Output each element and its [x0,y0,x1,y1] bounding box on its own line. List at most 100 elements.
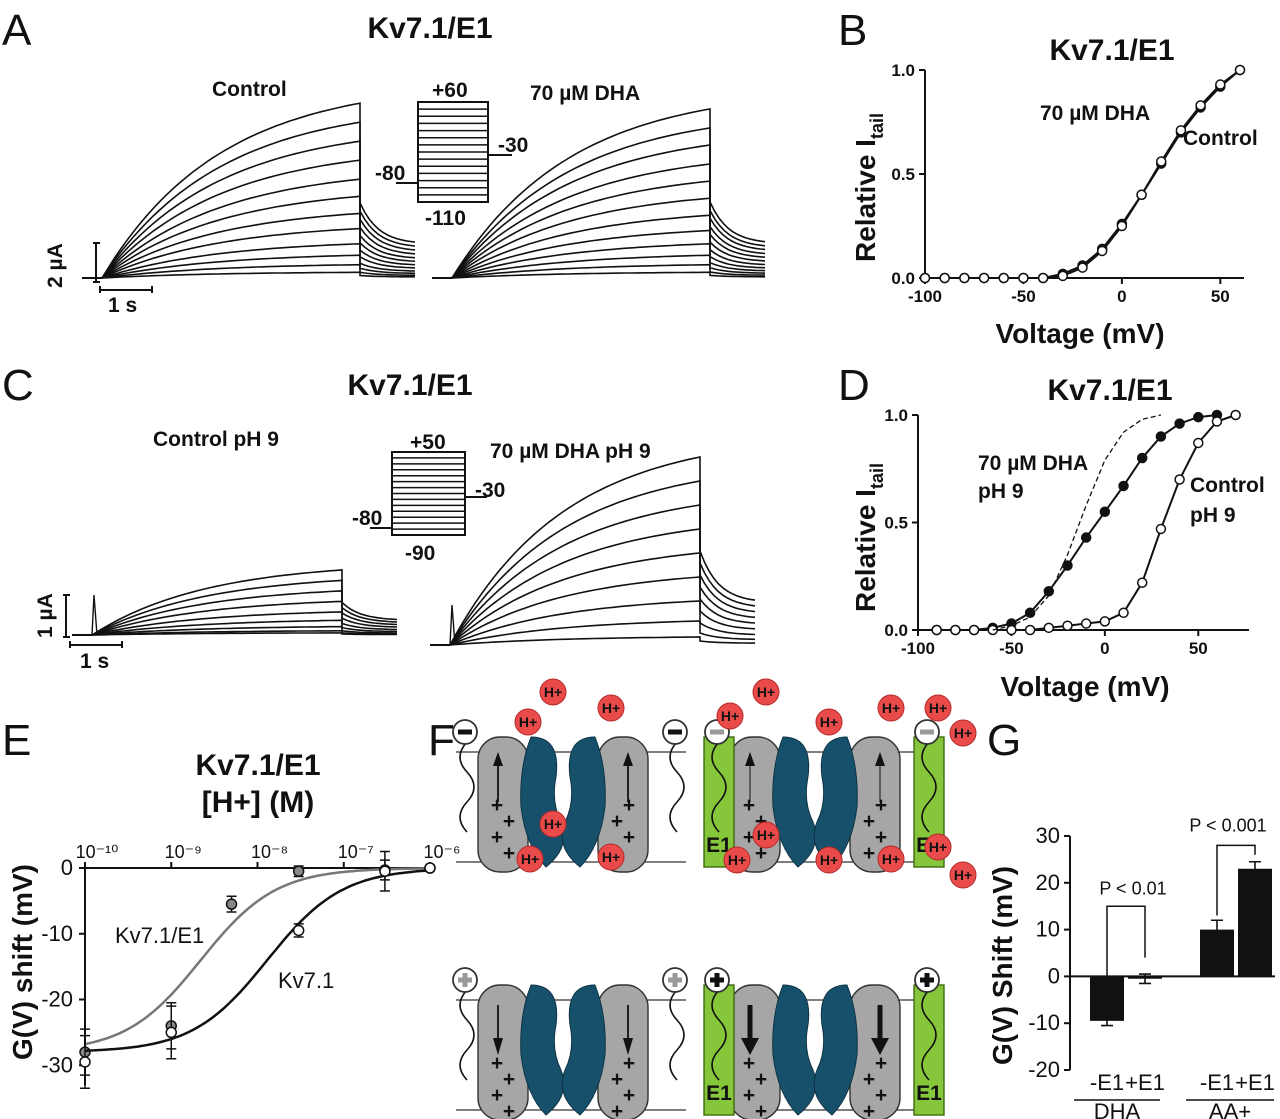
gating-charge: + [875,794,887,817]
proton [539,810,567,838]
y-tick-label: -20 [41,987,73,1012]
data-point [292,865,305,878]
panel-c-protocol-tail: -30 [475,479,505,502]
x-tick-label: -50 [1011,287,1036,306]
gating-charge: + [863,1068,875,1091]
charge-sign [714,973,720,987]
current-trace [430,480,756,646]
panel-c-title: Kv7.1/E1 [347,369,472,402]
data-point [1099,506,1111,517]
arrow-head [493,1038,503,1055]
fit-curve [936,414,1218,631]
proton [949,861,977,889]
panel-c-protocol-bottom: -90 [405,542,435,565]
proton [516,845,544,873]
panel-c-protocol-top: +50 [410,431,446,454]
proton [877,845,905,873]
lipid-tail [459,989,475,1081]
gating-charge: + [875,826,887,849]
data-point [959,272,970,284]
x-tick-label: 10⁻⁹ [165,842,202,862]
chart-b-title: Kv7.1/E1 [1049,34,1174,67]
proton [949,719,977,747]
arrow-head [493,752,503,766]
gating-charge: + [743,1052,755,1075]
proton [877,694,905,722]
current-trace [82,102,416,279]
data-point [165,1026,177,1039]
y-tick-label: 0.5 [884,514,908,533]
current-trace [72,611,398,636]
data-point [1215,79,1226,90]
data-point [1077,262,1088,273]
proton-label: H+ [519,714,537,730]
data-point [1118,480,1129,492]
group-label: DHA [1094,1099,1141,1119]
proton [514,708,542,736]
significance-bracket [1106,905,1146,991]
panel-c-scale-y: 1 µA [34,593,57,638]
x-tick-label: 10⁻¹⁰ [76,842,119,862]
gating-charge: + [875,1084,887,1107]
panel-letter-b: B [838,6,867,55]
y-tick-label: 30 [1036,823,1060,848]
pore-domain [772,984,817,1116]
current-trace [82,227,416,279]
data-point [79,1056,91,1068]
arrow-head [623,752,633,766]
data-point [1080,618,1092,629]
gating-charge: + [755,1100,767,1119]
proton [597,694,625,722]
significance-label: P < 0.001 [1189,815,1266,835]
fit-curve-dashed [992,414,1162,631]
scale-bar-x [69,641,123,648]
proton-label: H+ [929,839,947,855]
chart-d-title: Kv7.1/E1 [1047,374,1172,407]
data-point [1193,411,1204,423]
gating-charge: + [503,1100,515,1119]
current-trace [432,197,766,279]
panel-letter-c: C [2,361,34,410]
panel-a-protocol-top: +60 [432,79,468,102]
data-point [1024,624,1036,636]
proton [924,694,952,722]
panel-f-cartoons: ++++++++H+H+H+++++++++E1E1H+H+H+H+H+H+++… [452,678,977,1119]
lipid-tail [921,741,937,833]
current-trace [432,229,766,279]
gating-charge: + [491,794,503,817]
y-tick-label: -10 [1028,1010,1060,1035]
x-tick-label: 0 [1100,639,1109,658]
error-bar [1249,860,1261,877]
current-trace [82,195,416,279]
data-point [1024,607,1036,619]
chart-e-series-kv71-label: Kv7.1 [278,968,334,993]
charge-sign [668,729,682,735]
panel-c-control-label: Control pH 9 [153,428,279,451]
gating-charge: + [503,1068,515,1091]
arrow-head [875,752,885,766]
proton [752,821,780,849]
fit-curve [84,867,426,1046]
pore-domain [813,736,858,868]
lipid-tail [711,989,727,1081]
y-tick-label: 0.5 [891,165,915,184]
x-tick-label: 50 [1211,287,1230,306]
current-trace [430,552,756,646]
panel-a-scale-x: 1 s [108,294,137,317]
x-tick-label: -100 [908,287,942,306]
data-point [1195,100,1206,111]
chart-b-xlabel: Voltage (mV) [995,318,1164,349]
chart-d-xlabel: Voltage (mV) [1000,671,1169,702]
category-label: +E1 [1125,1070,1165,1095]
current-trace [72,590,398,636]
proton-label: H+ [602,700,620,716]
current-trace [432,271,765,279]
lipid-tail [711,741,727,833]
scale-bar-y [93,242,100,283]
gating-charge: + [623,826,635,849]
data-point [1156,156,1167,167]
current-trace [432,107,766,279]
data-point [1155,523,1167,535]
gating-charge: + [491,1052,503,1075]
data-point [998,272,1009,284]
